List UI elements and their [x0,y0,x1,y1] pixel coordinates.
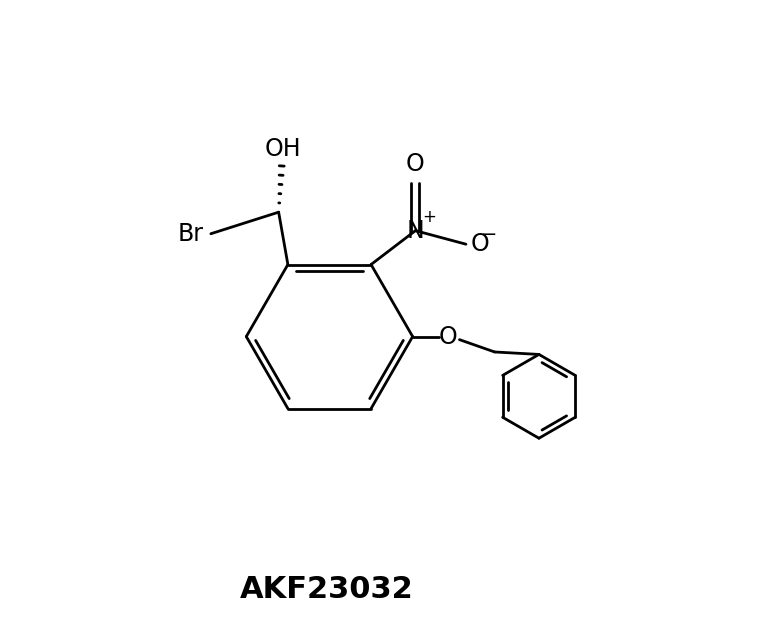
Text: −: − [481,226,497,244]
Text: OH: OH [265,137,301,161]
Text: +: + [422,208,436,226]
Text: O: O [471,232,490,256]
Text: O: O [406,152,424,176]
Text: O: O [439,324,458,348]
Text: AKF23032: AKF23032 [240,575,414,604]
Text: Br: Br [178,222,203,246]
Text: N: N [407,219,424,243]
